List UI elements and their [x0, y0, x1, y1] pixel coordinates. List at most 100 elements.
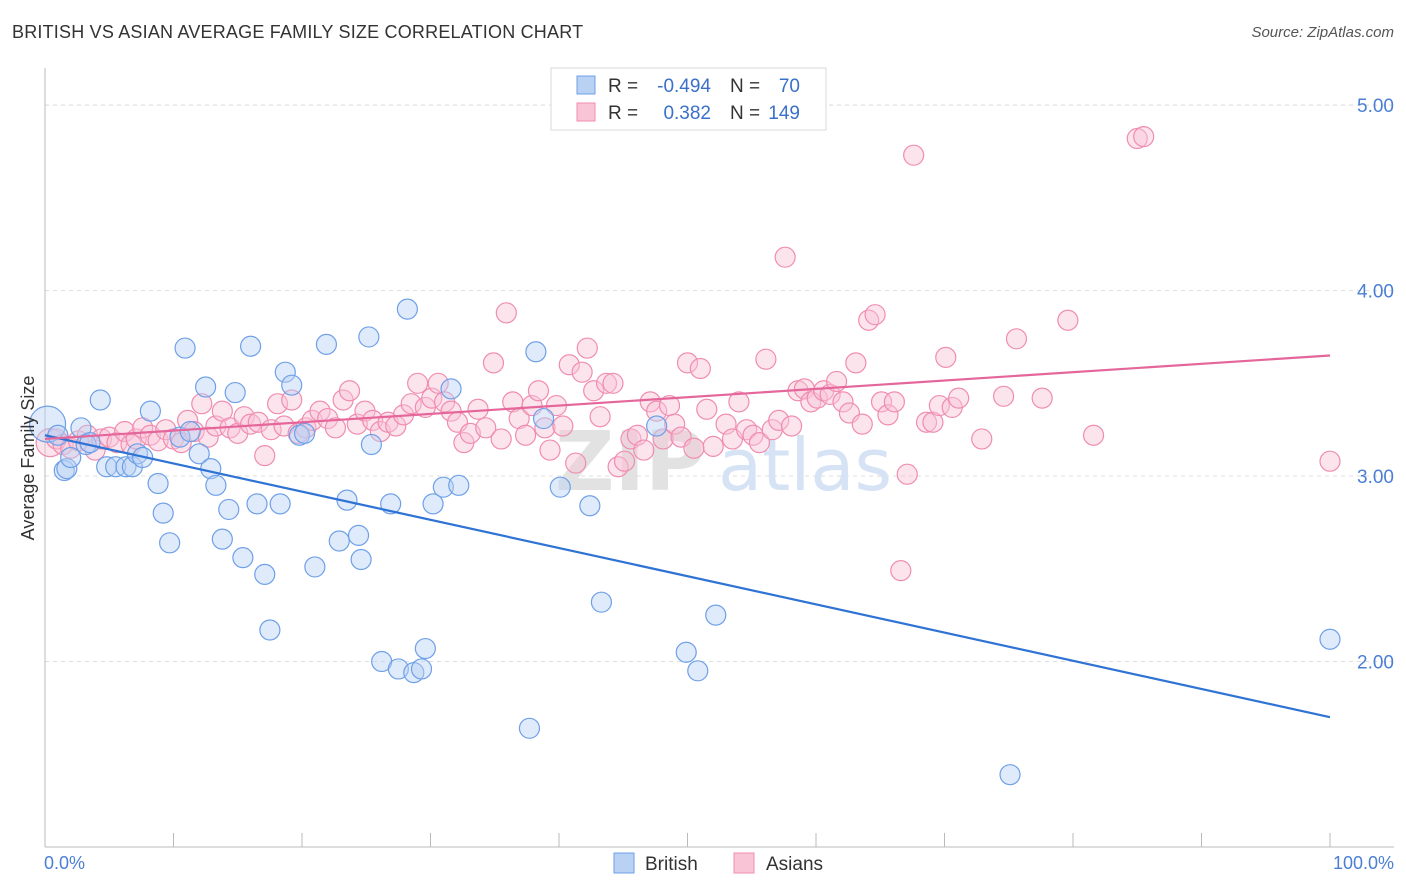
legend-r-label-asians: R =: [608, 103, 638, 124]
british-point: [1319, 628, 1341, 650]
british-point: [999, 764, 1021, 786]
british-point: [89, 389, 111, 411]
british-trend-line: [44, 434, 1331, 719]
asians-point: [922, 411, 944, 433]
asians-point: [971, 428, 993, 450]
british-point: [350, 548, 372, 571]
asians-point: [400, 393, 422, 415]
y-tick-label: 4.00: [1357, 282, 1394, 303]
british-point: [414, 637, 436, 660]
asians-point: [571, 361, 593, 383]
british-point: [518, 717, 541, 739]
grid: [45, 104, 1394, 663]
asians-point: [696, 398, 718, 420]
asians-point: [870, 391, 893, 413]
asians-point: [883, 391, 905, 413]
asians-point: [689, 357, 711, 380]
asians-point: [482, 352, 505, 374]
legend-swatch-asians: [576, 102, 596, 122]
british-point: [169, 426, 191, 448]
asians-point: [552, 415, 574, 437]
asians-point: [539, 439, 561, 461]
asians-point: [890, 560, 912, 582]
british-point: [705, 604, 727, 626]
british-point: [410, 658, 433, 680]
asians-point: [858, 309, 880, 331]
asians-point: [646, 400, 668, 422]
series-legend: British Asians: [613, 852, 823, 875]
british-point: [304, 556, 326, 578]
asians-point: [490, 428, 512, 450]
asians-point: [1057, 309, 1079, 331]
asians-point: [676, 352, 699, 374]
asians-point: [1133, 126, 1155, 148]
british-point: [205, 474, 227, 496]
british-point: [328, 530, 350, 552]
british-point: [549, 476, 571, 498]
british-point: [179, 420, 201, 443]
british-series: [28, 298, 1341, 786]
asians-point: [633, 439, 655, 461]
asians-point: [495, 302, 517, 324]
asians-point: [254, 445, 276, 467]
asians-point: [877, 404, 899, 426]
asians-point: [903, 144, 925, 166]
asians-point: [819, 383, 841, 406]
y-axis-label: Average Family Size: [18, 376, 38, 541]
british-point: [174, 337, 196, 359]
chart-title: BRITISH VS ASIAN AVERAGE FAMILY SIZE COR…: [12, 22, 584, 42]
british-point: [293, 422, 316, 444]
asians-point: [527, 380, 550, 402]
asians-point: [338, 380, 361, 402]
asians-point: [247, 411, 269, 433]
asians-point: [475, 417, 497, 439]
asians-point: [1082, 424, 1105, 446]
asians-point: [993, 385, 1015, 407]
legend-swatch-british: [576, 75, 596, 95]
asians-point: [774, 246, 796, 268]
asians-point: [1005, 328, 1028, 350]
british-point: [358, 326, 380, 348]
british-point: [532, 407, 555, 430]
y-tick-label: 5.00: [1357, 96, 1394, 117]
british-point: [139, 400, 161, 422]
asians-point: [362, 409, 384, 432]
asians-point: [583, 380, 605, 402]
british-point: [432, 476, 454, 498]
legend-r-value-british: -0.494: [657, 76, 711, 97]
british-point: [269, 493, 291, 515]
legend-r-label-british: R =: [608, 76, 638, 97]
british-point: [246, 493, 268, 515]
asians-point: [664, 413, 686, 435]
bottom-legend-label-asians: Asians: [766, 854, 823, 875]
asians-point: [864, 304, 886, 326]
watermark: ZIP atlas: [555, 415, 892, 510]
legend-n-label-asians: N =: [730, 103, 760, 124]
british-point: [232, 547, 254, 569]
watermark-zip: ZIP: [555, 415, 705, 510]
british-point: [96, 456, 118, 478]
asians-point: [845, 352, 867, 374]
british-point: [448, 474, 470, 496]
asians-point: [736, 419, 758, 441]
legend-n-value-british: 70: [779, 76, 800, 97]
british-point: [152, 502, 174, 524]
legend-n-value-asians: 149: [768, 103, 800, 124]
british-point: [28, 405, 67, 443]
british-point: [590, 591, 613, 613]
asians-point: [281, 389, 303, 411]
asians-point: [728, 391, 750, 413]
asians-point: [576, 337, 598, 359]
british-point: [646, 415, 668, 437]
british-point: [211, 528, 233, 550]
trend-lines: [44, 354, 1331, 719]
asians-point: [652, 428, 674, 450]
y-tick-labels: 2.00 3.00 4.00 5.00: [1357, 96, 1394, 673]
british-point: [440, 378, 462, 400]
asians-point: [1031, 387, 1053, 409]
british-point: [224, 381, 246, 404]
british-point: [579, 495, 601, 517]
asians-point: [832, 391, 854, 413]
watermark-atlas: atlas: [718, 423, 892, 507]
